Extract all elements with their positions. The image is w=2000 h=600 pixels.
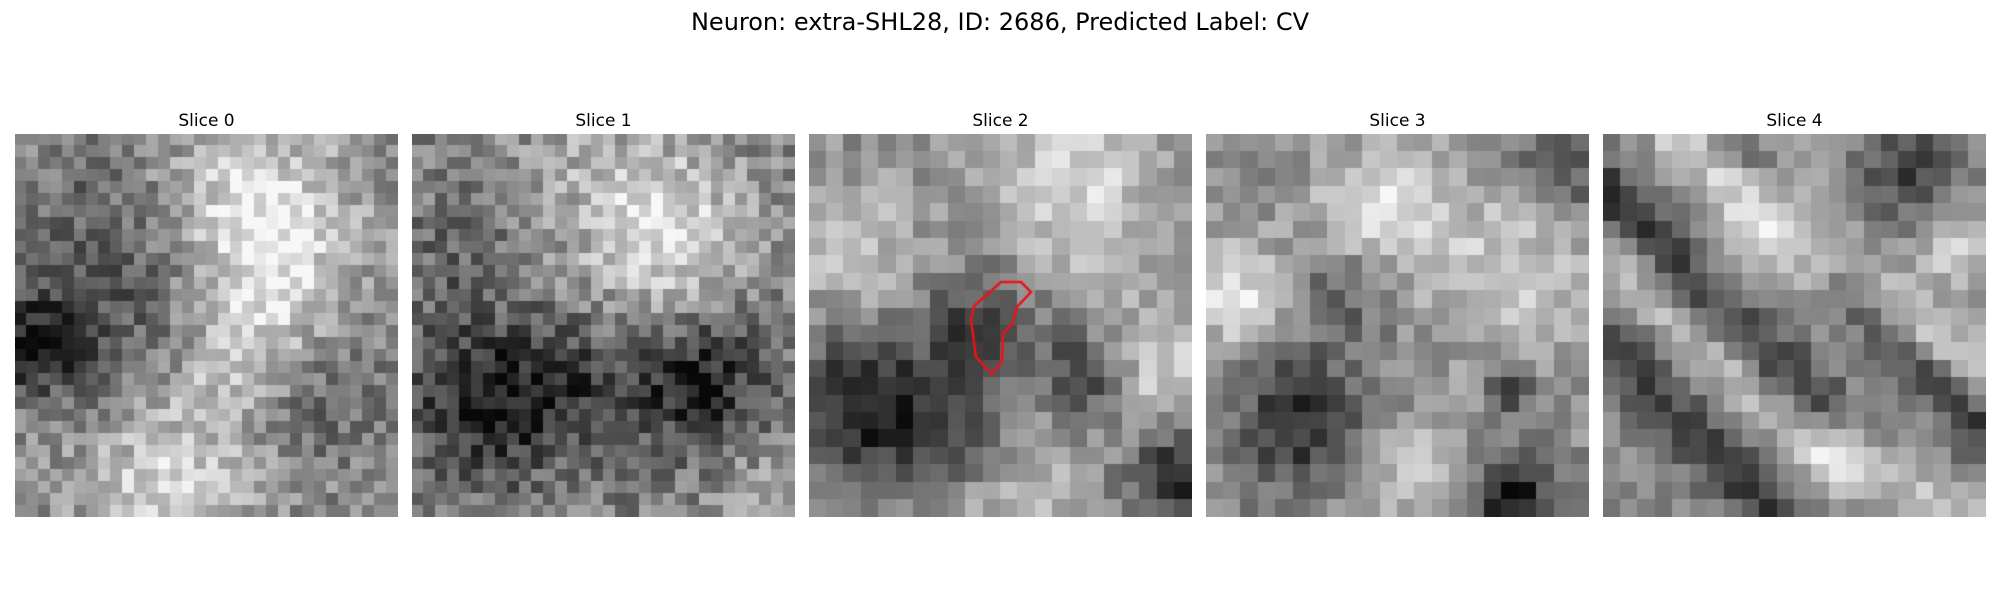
slice-title-4: Slice 4 (1766, 111, 1823, 131)
slice-image-4 (1603, 134, 1986, 517)
slice-image-2 (809, 134, 1192, 517)
slice-title-0: Slice 0 (178, 111, 235, 131)
slice-image-1 (412, 134, 795, 517)
slice-title-1: Slice 1 (575, 111, 632, 131)
slice-title-2: Slice 2 (972, 111, 1029, 131)
slice-panel-3: Slice 3 (1206, 110, 1589, 517)
slice-title-3: Slice 3 (1369, 111, 1426, 131)
slice-panel-4: Slice 4 (1603, 110, 1986, 517)
slice-panel-0: Slice 0 (15, 110, 398, 517)
figure-title: Neuron: extra-SHL28, ID: 2686, Predicted… (690, 8, 1310, 36)
slice-panel-2: Slice 2 (809, 110, 1192, 517)
slice-panel-1: Slice 1 (412, 110, 795, 517)
slice-image-0 (15, 134, 398, 517)
slice-image-3 (1206, 134, 1589, 517)
